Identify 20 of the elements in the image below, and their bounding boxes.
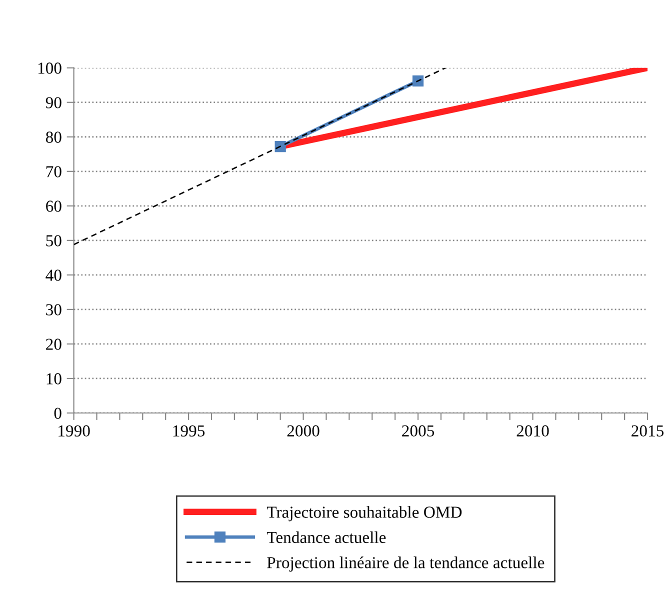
x-tick-label: 2005 — [402, 425, 434, 437]
y-tick-label: 100 — [38, 62, 62, 74]
y-tick-label: 40 — [46, 270, 62, 281]
x-tick-label: 1990 — [58, 425, 90, 437]
y-tick-label: 60 — [46, 200, 62, 212]
y-tick-label: 10 — [46, 373, 62, 384]
y-tick-label: 20 — [46, 338, 62, 350]
legend-label: Tendance actuelle — [266, 531, 386, 544]
x-tick-label: 2010 — [516, 425, 549, 437]
x-tick-label: 2015 — [632, 425, 664, 437]
x-tick-label: 2000 — [287, 425, 320, 437]
y-tick-label: 70 — [46, 166, 62, 178]
legend-label: Trajectoire souhaitable OMD — [266, 506, 462, 522]
x-tick-label: 1995 — [173, 425, 205, 437]
y-tick-label: 0 — [54, 408, 62, 419]
legend-label: Projection linéaire de la tendance actuelle — [267, 556, 544, 572]
y-tick-label: 80 — [46, 132, 62, 143]
y-tick-label: 50 — [46, 235, 62, 246]
y-tick-label: 30 — [46, 304, 62, 316]
y-tick-label: 90 — [46, 97, 62, 108]
